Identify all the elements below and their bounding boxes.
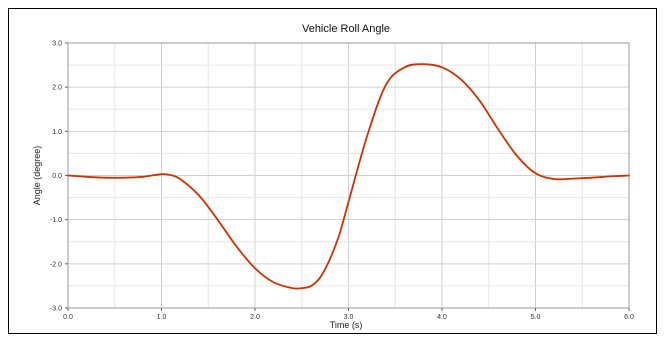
chart-title: Vehicle Roll Angle <box>302 23 390 35</box>
axis-ticks: 0.0 1.0 2.0 3.0 4.0 5.0 6.0 -3.0 -2.0 -1.0 0.0 1.0 2… <box>50 41 634 322</box>
x-tick-label: 4.0 <box>437 314 447 321</box>
x-tick-label: 0.0 <box>63 314 73 321</box>
x-tick-label: 2.0 <box>250 314 260 321</box>
chart-frame <box>8 8 657 334</box>
x-tick-label: 1.0 <box>157 314 167 321</box>
y-tick-label: -3.0 <box>50 306 62 313</box>
y-axis-title: Angle (degree) <box>32 146 42 206</box>
y-tick-label: -1.0 <box>50 217 62 224</box>
y-tick-label: 1.0 <box>52 129 62 136</box>
y-tick-label: -2.0 <box>50 261 62 268</box>
y-tick-label: 3.0 <box>52 41 62 48</box>
x-tick-label: 3.0 <box>344 314 354 321</box>
y-tick-label: 2.0 <box>52 85 62 92</box>
x-tick-label: 5.0 <box>531 314 541 321</box>
x-axis-title: Time (s) <box>330 320 363 330</box>
x-tick-label: 6.0 <box>624 314 634 321</box>
series-line-roll-angle <box>67 63 630 290</box>
y-tick-label: 0.0 <box>52 173 62 180</box>
